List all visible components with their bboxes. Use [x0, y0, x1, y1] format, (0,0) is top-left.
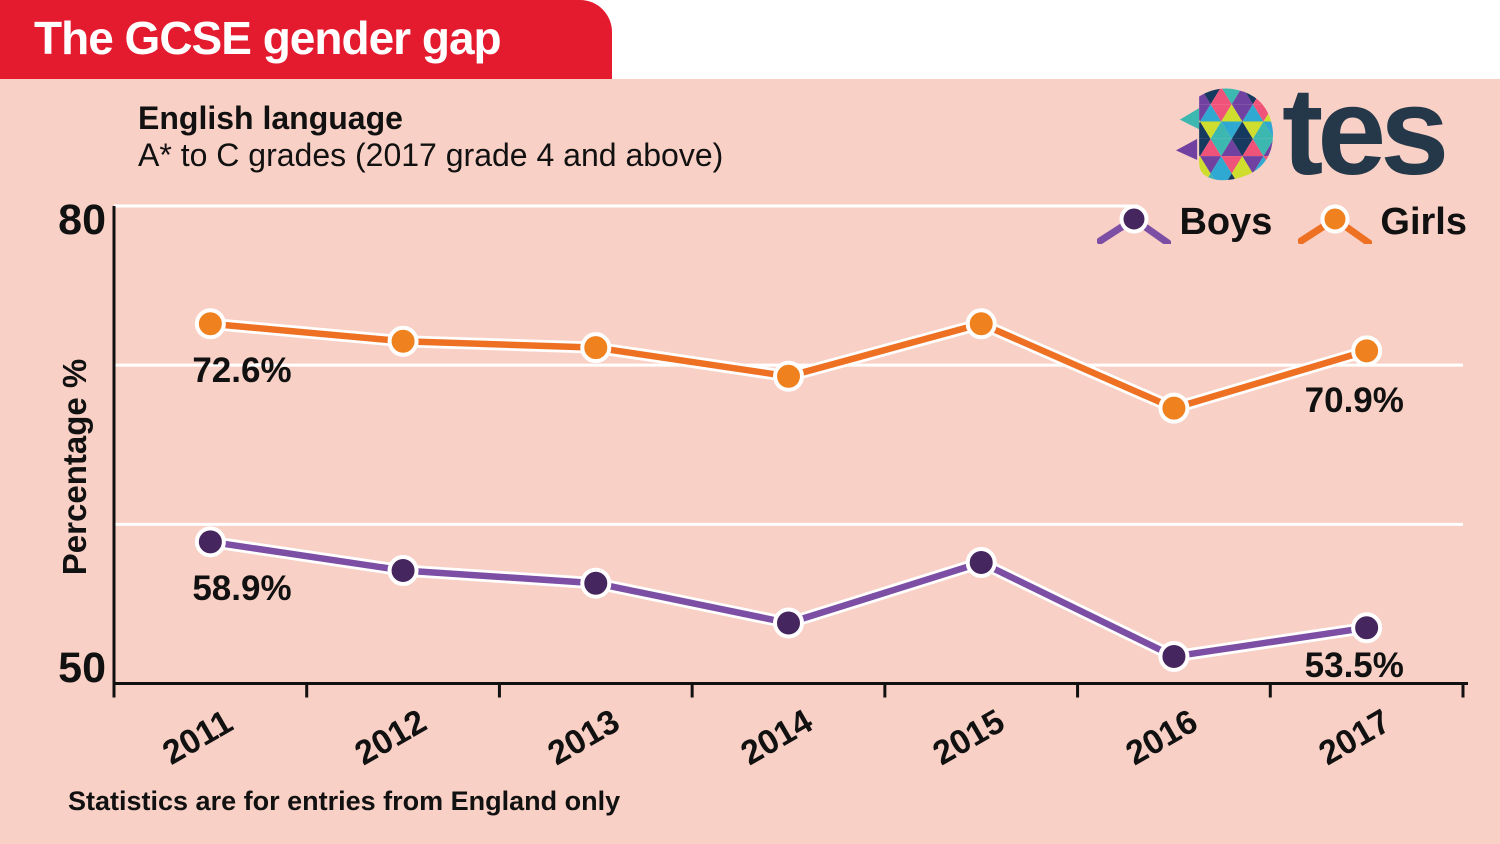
data-point-girls-2015: [965, 308, 997, 340]
data-point-girls-2014: [773, 360, 804, 392]
logo-spike-icon: [1179, 108, 1200, 130]
series-line-boys: [207, 538, 1370, 660]
data-point-boys-2012: [387, 554, 419, 586]
data-point-girls-2011: [194, 308, 226, 340]
data-point-girls-2012: [387, 325, 419, 357]
chart-legend: Boys Girls: [1097, 200, 1467, 244]
data-point-girls-2016: [1158, 392, 1190, 424]
legend-item-girls: Girls: [1298, 200, 1467, 244]
data-point-boys-2014: [773, 607, 804, 639]
tes-logo: tes: [1176, 70, 1449, 210]
legend-label-girls: Girls: [1380, 200, 1467, 243]
point-label-girls-2017: 70.9%: [1304, 380, 1404, 420]
girls-series-marker-icon: [1298, 204, 1373, 244]
header-banner: The GCSE gender gap: [0, 0, 612, 79]
tes-mosaic-icon: [1176, 88, 1274, 181]
series-casing-boys: [204, 535, 1373, 663]
chart-title-block: English language A* to C grades (2017 gr…: [138, 100, 723, 174]
logo-spike-icon: [1176, 138, 1198, 160]
point-label-boys-2017: 53.5%: [1304, 645, 1404, 685]
data-point-boys-2013: [580, 567, 612, 599]
data-point-boys-2011: [194, 526, 226, 558]
point-label-girls-2011: 72.6%: [192, 350, 292, 390]
page-title: The GCSE gender gap: [34, 11, 502, 64]
data-point-boys-2016: [1158, 640, 1190, 672]
tes-wordmark: tes: [1282, 63, 1449, 201]
data-point-girls-2017: [1351, 335, 1383, 367]
legend-item-boys: Boys: [1097, 200, 1272, 244]
y-tick-label-80: 80: [58, 196, 106, 244]
point-label-boys-2011: 58.9%: [192, 568, 292, 608]
legend-label-boys: Boys: [1179, 200, 1273, 243]
data-point-girls-2013: [580, 332, 612, 364]
data-point-boys-2015: [965, 547, 997, 579]
chart-title: English language: [138, 100, 403, 136]
y-axis-title: Percentage %: [56, 358, 93, 576]
y-tick-label-50: 50: [58, 643, 106, 692]
chart-subtitle: A* to C grades (2017 grade 4 and above): [138, 137, 724, 173]
footnote: Statistics are for entries from England …: [68, 786, 621, 816]
data-point-boys-2017: [1351, 612, 1383, 644]
boys-series-marker-icon: [1097, 204, 1172, 244]
